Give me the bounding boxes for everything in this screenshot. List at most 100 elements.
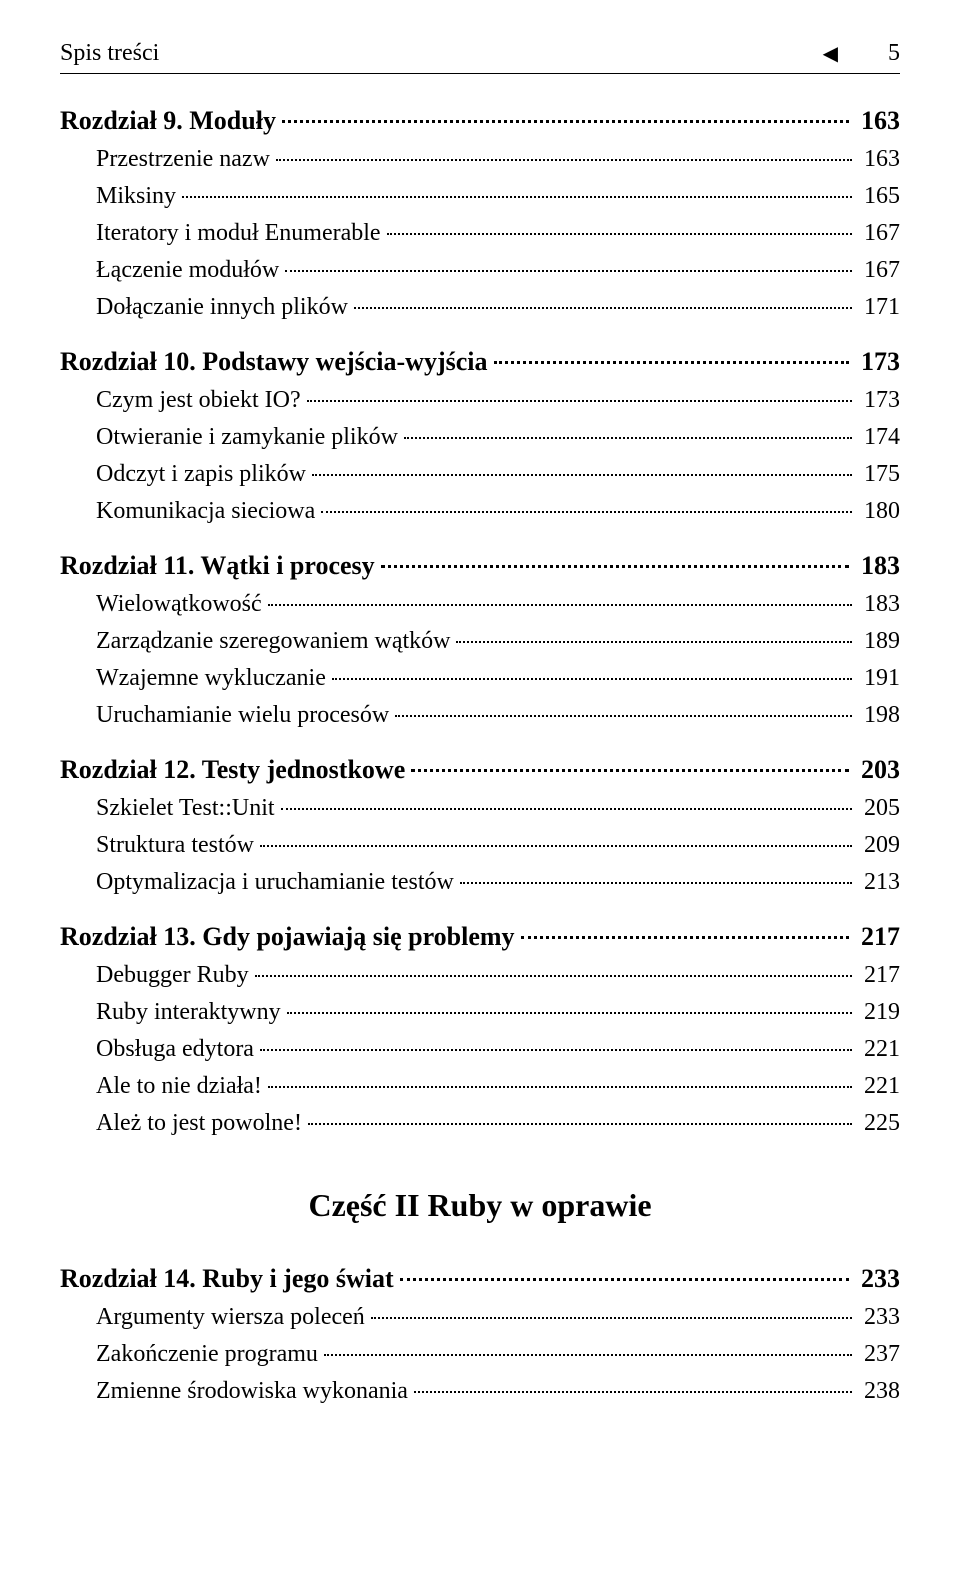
chapter-page: 183 — [855, 551, 900, 581]
header-right: ◀ 5 — [823, 40, 900, 67]
section-title: Wzajemne wykluczanie — [96, 665, 326, 692]
leader-dots — [324, 1354, 852, 1356]
section-page: 198 — [858, 702, 900, 729]
chapter-row: Rozdział 9. Moduły163 — [60, 106, 900, 136]
section-row: Iteratory i moduł Enumerable167 — [60, 220, 900, 247]
section-title: Przestrzenie nazw — [96, 146, 270, 173]
section-page: 205 — [858, 795, 900, 822]
section-page: 219 — [858, 999, 900, 1026]
section-title: Ale to nie działa! — [96, 1073, 262, 1100]
section-row: Łączenie modułów 167 — [60, 257, 900, 284]
leader-dots — [371, 1317, 852, 1319]
section-row: Ruby interaktywny 219 — [60, 999, 900, 1026]
section-page: 217 — [858, 962, 900, 989]
section-row: Zarządzanie szeregowaniem wątków 189 — [60, 628, 900, 655]
chapter-block: Rozdział 13. Gdy pojawiają się problemy 2… — [60, 922, 900, 1137]
leader-dots — [381, 565, 849, 568]
chapter-title: Rozdział 12. Testy jednostkowe — [60, 755, 405, 785]
chapter-row: Rozdział 14. Ruby i jego świat233 — [60, 1264, 900, 1294]
chapter-block: Rozdział 10. Podstawy wejścia-wyjścia 173… — [60, 347, 900, 525]
section-page: 189 — [858, 628, 900, 655]
header-title: Spis treści — [60, 40, 159, 67]
section-row: Ale to nie działa! 221 — [60, 1073, 900, 1100]
leader-dots — [460, 882, 852, 884]
section-page: 233 — [858, 1304, 900, 1331]
section-title: Uruchamianie wielu procesów — [96, 702, 389, 729]
section-title: Łączenie modułów — [96, 257, 279, 284]
chapter-block: Rozdział 14. Ruby i jego świat233 Argumen… — [60, 1264, 900, 1405]
section-page: 163 — [858, 146, 900, 173]
section-title: Ruby interaktywny — [96, 999, 281, 1026]
chapter-title: Rozdział 9. Moduły — [60, 106, 276, 136]
leader-dots — [281, 808, 852, 810]
chapter-row: Rozdział 12. Testy jednostkowe 203 — [60, 755, 900, 785]
section-row: Dołączanie innych plików 171 — [60, 294, 900, 321]
chapter-title: Rozdział 10. Podstawy wejścia-wyjścia — [60, 347, 488, 377]
chapter-page: 203 — [855, 755, 900, 785]
section-title: Argumenty wiersza poleceń — [96, 1304, 365, 1331]
chapter-block: Rozdział 12. Testy jednostkowe 203 Szkiele… — [60, 755, 900, 896]
section-title: Ależ to jest powolne! — [96, 1110, 302, 1137]
section-page: 165 — [858, 183, 900, 210]
chapter-row: Rozdział 11. Wątki i procesy 183 — [60, 551, 900, 581]
leader-dots — [308, 1123, 852, 1125]
chapter-title: Rozdział 13. Gdy pojawiają się problemy — [60, 922, 515, 952]
section-row: Komunikacja sieciowa180 — [60, 498, 900, 525]
leader-dots — [387, 233, 852, 235]
section-page: 221 — [858, 1036, 900, 1063]
section-page: 167 — [858, 257, 900, 284]
leader-dots — [494, 361, 850, 364]
section-title: Dołączanie innych plików — [96, 294, 348, 321]
leader-dots — [414, 1391, 852, 1393]
leader-dots — [282, 120, 849, 123]
section-page: 221 — [858, 1073, 900, 1100]
section-page: 183 — [858, 591, 900, 618]
chapter-block: Rozdział 9. Moduły163Przestrzenie nazw16… — [60, 106, 900, 321]
leader-dots — [260, 845, 852, 847]
section-title: Miksiny — [96, 183, 176, 210]
leader-dots — [332, 678, 852, 680]
section-title: Szkielet Test::Unit — [96, 795, 275, 822]
leader-dots — [307, 400, 852, 402]
section-page: 209 — [858, 832, 900, 859]
section-row: Miksiny 165 — [60, 183, 900, 210]
section-row: Odczyt i zapis plików 175 — [60, 461, 900, 488]
section-page: 191 — [858, 665, 900, 692]
section-page: 237 — [858, 1341, 900, 1368]
section-page: 174 — [858, 424, 900, 451]
chapter-row: Rozdział 13. Gdy pojawiają się problemy 2… — [60, 922, 900, 952]
section-title: Czym jest obiekt IO? — [96, 387, 301, 414]
section-page: 225 — [858, 1110, 900, 1137]
section-title: Odczyt i zapis plików — [96, 461, 306, 488]
section-row: Argumenty wiersza poleceń 233 — [60, 1304, 900, 1331]
leader-dots — [182, 196, 852, 198]
chapter-page: 233 — [855, 1264, 900, 1294]
section-row: Przestrzenie nazw 163 — [60, 146, 900, 173]
leader-dots — [312, 474, 852, 476]
chapter-page: 173 — [855, 347, 900, 377]
section-page: 175 — [858, 461, 900, 488]
section-title: Iteratory i moduł Enumerable — [96, 220, 381, 247]
chapter-title: Rozdział 11. Wątki i procesy — [60, 551, 375, 581]
section-row: Czym jest obiekt IO?173 — [60, 387, 900, 414]
leader-dots — [276, 159, 852, 161]
section-title: Debugger Ruby — [96, 962, 249, 989]
section-title: Zarządzanie szeregowaniem wątków — [96, 628, 450, 655]
page-header: Spis treści ◀ 5 — [60, 40, 900, 74]
section-row: Zmienne środowiska wykonania238 — [60, 1378, 900, 1405]
leader-dots — [395, 715, 852, 717]
leader-dots — [255, 975, 852, 977]
leader-dots — [400, 1278, 849, 1281]
header-page-number: 5 — [888, 40, 900, 67]
chapter-page: 217 — [855, 922, 900, 952]
leader-dots — [521, 936, 849, 939]
leader-dots — [456, 641, 852, 643]
leader-dots — [411, 769, 849, 772]
leader-dots — [285, 270, 852, 272]
table-of-contents: Rozdział 9. Moduły163Przestrzenie nazw16… — [60, 106, 900, 1405]
section-title: Obsługa edytora — [96, 1036, 254, 1063]
section-row: Struktura testów209 — [60, 832, 900, 859]
section-page: 171 — [858, 294, 900, 321]
section-row: Debugger Ruby 217 — [60, 962, 900, 989]
section-title: Komunikacja sieciowa — [96, 498, 315, 525]
